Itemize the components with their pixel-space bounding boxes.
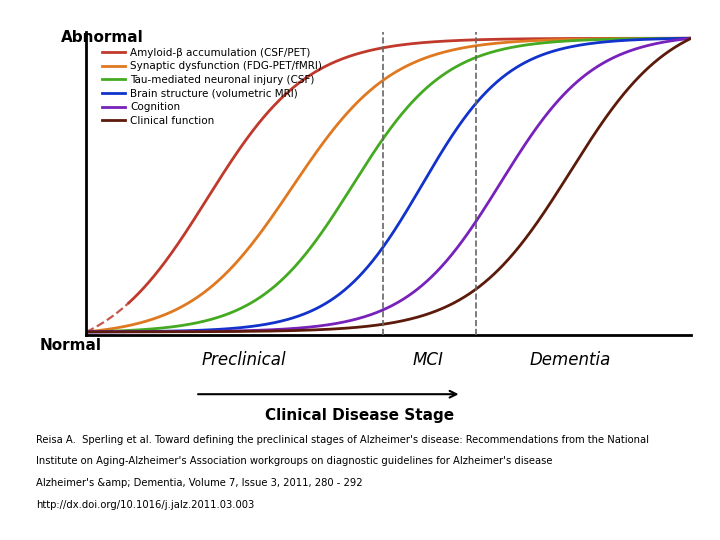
Text: Institute on Aging-Alzheimer's Association workgroups on diagnostic guidelines f: Institute on Aging-Alzheimer's Associati…	[36, 456, 552, 467]
Text: Abnormal: Abnormal	[61, 30, 144, 45]
Text: Reisa A.  Sperling et al. Toward defining the preclinical stages of Alzheimer's : Reisa A. Sperling et al. Toward defining…	[36, 435, 649, 445]
Text: Clinical Disease Stage: Clinical Disease Stage	[266, 408, 454, 423]
Text: Dementia: Dementia	[529, 351, 611, 369]
Legend: Amyloid-β accumulation (CSF/PET), Synaptic dysfunction (FDG-PET/fMRI), Tau-media: Amyloid-β accumulation (CSF/PET), Synapt…	[98, 44, 326, 130]
Text: Alzheimer's &amp; Dementia, Volume 7, Issue 3, 2011, 280 - 292: Alzheimer's &amp; Dementia, Volume 7, Is…	[36, 478, 363, 488]
Text: MCI: MCI	[413, 351, 444, 369]
Text: Normal: Normal	[40, 338, 102, 353]
Text: http://dx.doi.org/10.1016/j.jalz.2011.03.003: http://dx.doi.org/10.1016/j.jalz.2011.03…	[36, 500, 254, 510]
Text: Preclinical: Preclinical	[202, 351, 286, 369]
